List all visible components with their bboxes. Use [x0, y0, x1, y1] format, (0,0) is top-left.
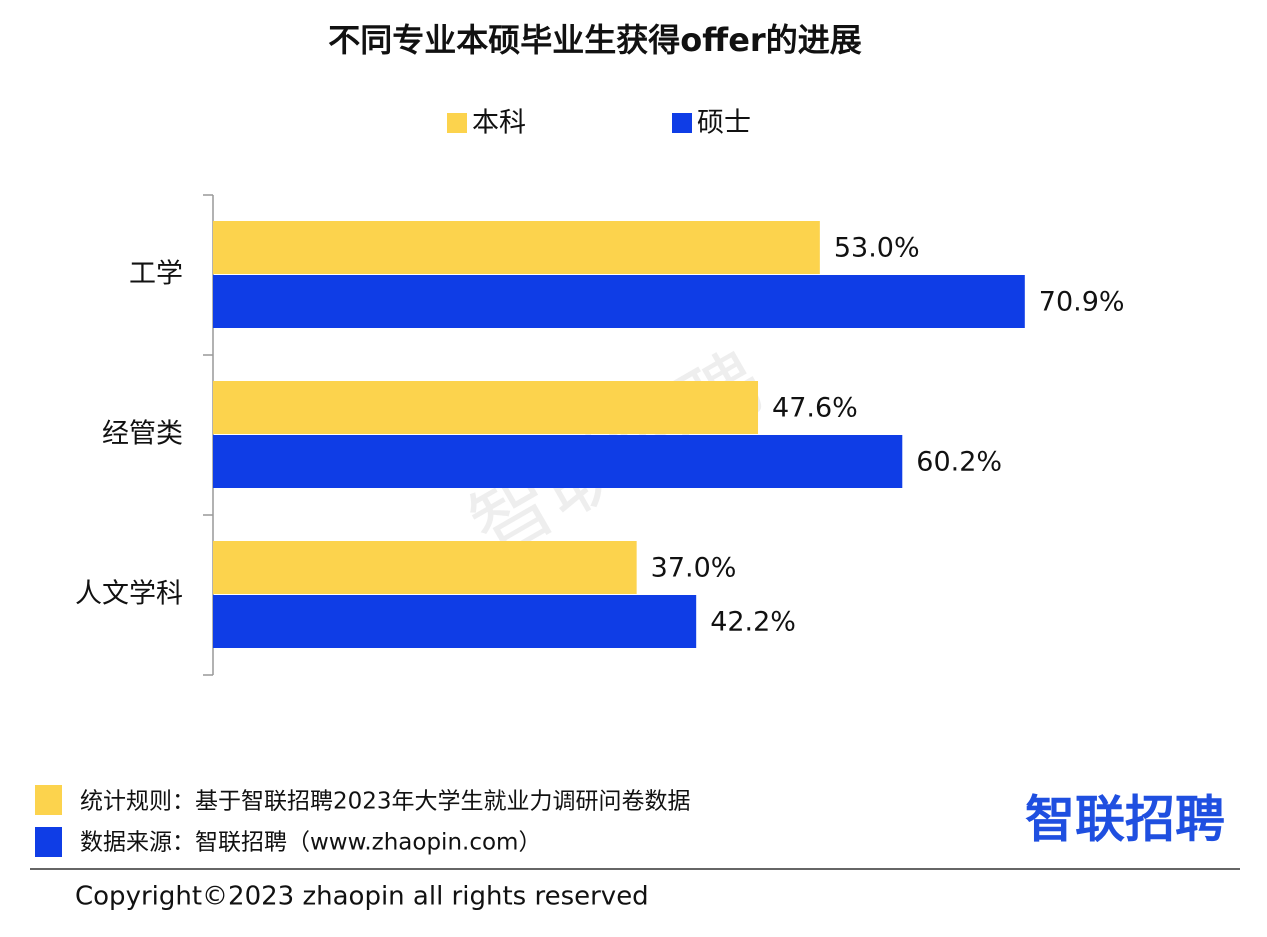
bar: [213, 275, 1025, 328]
category-axis: [203, 194, 214, 676]
value-label: 47.6%: [772, 393, 858, 424]
bar: [213, 221, 820, 274]
value-label: 53.0%: [834, 233, 920, 264]
category-label: 人文学科: [75, 579, 183, 610]
footer-source: 数据来源：智联招聘（www.zhaopin.com）: [80, 830, 541, 856]
bar: [213, 595, 697, 648]
bar: [213, 435, 903, 488]
legend-label: 硕士: [697, 108, 751, 139]
legend-swatch: [672, 113, 692, 133]
value-label: 37.0%: [651, 553, 737, 584]
copyright: Copyright©2023 zhaopin all rights reserv…: [75, 882, 649, 912]
chart-title: 不同专业本硕毕业生获得offer的进展: [328, 21, 861, 59]
category-label: 经管类: [102, 419, 183, 450]
value-label: 70.9%: [1039, 287, 1125, 318]
logo: 智联招聘: [1025, 791, 1225, 849]
bar: [213, 381, 759, 434]
legend-swatch: [447, 113, 467, 133]
category-label: 工学: [129, 259, 183, 290]
footer-rule: 统计规则：基于智联招聘2023年大学生就业力调研问卷数据: [80, 789, 691, 815]
bar: [213, 541, 637, 594]
value-label: 60.2%: [916, 447, 1002, 478]
value-label: 42.2%: [710, 607, 796, 638]
footer-marker: [35, 827, 62, 857]
legend-label: 本科: [472, 108, 526, 139]
footer-marker: [35, 785, 62, 815]
